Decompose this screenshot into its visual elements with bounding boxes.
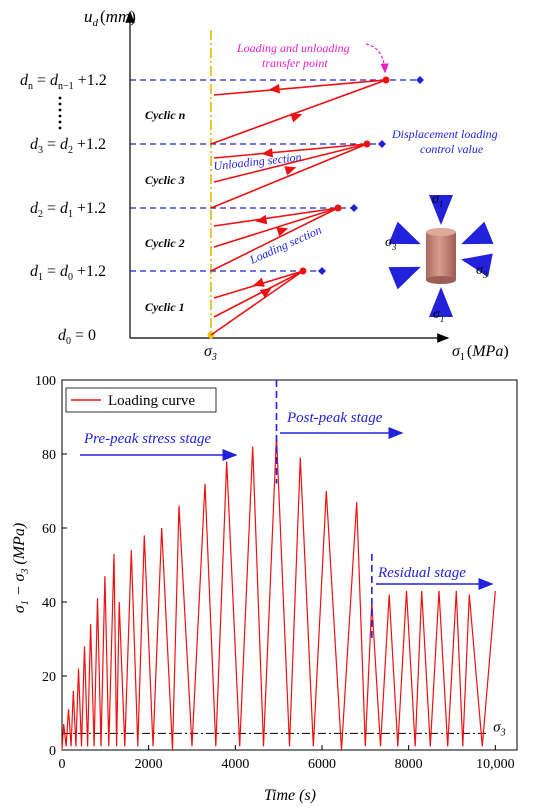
y-tick-label: 0	[49, 744, 56, 759]
cycle3-unloading	[213, 143, 368, 159]
x-tick-label: 6000	[308, 757, 336, 772]
cycle3-loading	[210, 143, 368, 209]
cyclen-unloading	[213, 79, 387, 96]
cycle-curves	[210, 79, 387, 336]
y-level-d3: d3 = d2 +1.2	[30, 136, 106, 156]
schematic-sigma3-tick: σ3	[204, 343, 217, 363]
cycle-label-n: Cyclic n	[145, 108, 186, 122]
y-tick-label: 40	[42, 596, 56, 611]
y-tick-label: 20	[42, 670, 56, 685]
specimen-force-arrows	[388, 195, 494, 317]
transfer-point-arrow	[365, 43, 389, 74]
cycle2-reload	[213, 207, 339, 248]
ellipsis-dots	[58, 96, 62, 130]
specimen-diagram: σ1 σ1 σ3 σ3	[385, 192, 494, 324]
cycle-label-2: Cyclic 2	[145, 236, 185, 250]
x-tick-label: 10,000	[476, 757, 515, 772]
peak-point-2	[334, 204, 342, 212]
specimen-cylinder	[426, 232, 456, 280]
y-level-labels: dn = dn−1 +1.2 d3 = d2 +1.2 d2 = d1 +1.2…	[20, 72, 107, 347]
cycle2-unloading	[213, 207, 339, 227]
residual-label: Residual stage	[377, 565, 466, 581]
peak-point-n	[382, 76, 390, 84]
loading-curve-chart: 0 20 40 60 80 100 0 2000 4000 6000 8000 10,000 σ1 …	[11, 374, 518, 804]
guide-lines	[130, 79, 420, 272]
cyclen-loading	[210, 79, 387, 145]
y-level-d1: d1 = d0 +1.2	[30, 263, 106, 283]
cycle-label-3: Cyclic 3	[145, 173, 185, 187]
transfer-point-annotation-line1: Loading and unloading	[236, 41, 350, 55]
x-ticks: 0 2000 4000 6000 8000 10,000	[59, 745, 515, 772]
peak-point-1	[299, 267, 307, 275]
peak-point-3	[363, 140, 371, 148]
control-value-annotation-line2: control value	[420, 142, 484, 156]
cycle1-loading	[210, 270, 304, 336]
peak-points	[299, 76, 390, 275]
guide-end-markers	[318, 76, 424, 275]
y-level-dn: dn = dn−1 +1.2	[20, 72, 107, 92]
specimen-sigma1-bottom: σ1	[433, 307, 444, 324]
legend: Loading curve	[65, 387, 217, 413]
curve-direction-arrows	[252, 83, 303, 299]
y-level-d2: d2 = d1 +1.2	[30, 200, 106, 220]
specimen-top	[426, 228, 456, 236]
legend-label: Loading curve	[108, 393, 195, 409]
specimen-sigma3-left: σ3	[385, 235, 397, 252]
y-axis-label: σ1 − σ3 (MPa)	[11, 523, 31, 613]
y-level-d0: d0 = 0	[58, 327, 96, 347]
schematic-xlabel: σ1 (MPa)	[452, 343, 509, 363]
y-tick-label: 100	[35, 374, 56, 389]
plot-frame	[61, 379, 518, 751]
x-tick-label: 0	[59, 757, 66, 772]
sigma3-level-label: σ3	[493, 719, 505, 738]
cycle2-loading	[210, 207, 339, 272]
specimen-sigma1-top: σ1	[432, 192, 443, 209]
specimen-sigma3-right: σ3	[476, 263, 488, 280]
schematic-chart: ud (mm) σ1 (MPa) σ3 dn = dn−1 +1.2 d3 = d2…	[20, 7, 509, 363]
control-value-annotation-line1: Displacement loading	[391, 127, 498, 141]
pre-peak-label: Pre-peak stress stage	[83, 431, 212, 447]
loading-section-label: Loading section	[247, 223, 324, 268]
x-tick-label: 8000	[395, 757, 423, 772]
y-tick-label: 80	[42, 448, 56, 463]
x-tick-label: 2000	[135, 757, 163, 772]
y-ticks: 0 20 40 60 80 100	[35, 374, 67, 759]
x-axis-label: Time (s)	[264, 787, 316, 804]
schematic-ylabel: ud (mm)	[84, 7, 136, 29]
loading-curve-series	[61, 435, 496, 751]
cycle3-reload	[213, 143, 368, 183]
y-tick-label: 60	[42, 522, 56, 537]
transfer-point-annotation-line2: transfer point	[262, 56, 328, 70]
cycle1-reload	[213, 270, 304, 318]
x-tick-label: 4000	[221, 757, 249, 772]
cycle-label-1: Cyclic 1	[145, 300, 185, 314]
cycle-labels: Cyclic n Cyclic 3 Cyclic 2 Cyclic 1	[145, 108, 186, 314]
post-peak-label: Post-peak stage	[286, 410, 383, 426]
